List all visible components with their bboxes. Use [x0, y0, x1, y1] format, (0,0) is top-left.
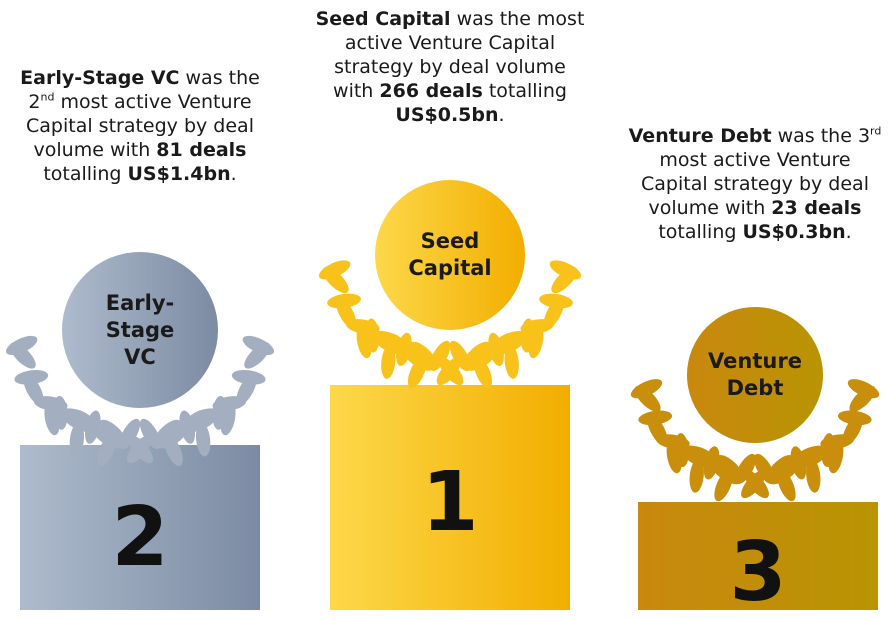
- description: Seed Capital was the most active Venture…: [315, 7, 585, 127]
- description: Venture Debt was the 3rd most active Ven…: [625, 124, 885, 244]
- description-text: 81 deals: [156, 139, 246, 161]
- description-text: Seed Capital: [316, 8, 451, 30]
- description-text: rd: [870, 125, 881, 138]
- description-text: US$0.5bn: [395, 104, 498, 126]
- description-text: US$1.4bn: [127, 163, 230, 185]
- medal-label-line: Seed: [370, 228, 530, 255]
- description-text: 23 deals: [771, 197, 861, 219]
- rank-number: 2: [20, 490, 260, 585]
- medal-label-line: VC: [60, 344, 220, 371]
- description-text: totalling: [658, 221, 742, 243]
- description-text: was the: [179, 67, 259, 89]
- description: Early-Stage VC was the 2nd most active V…: [5, 66, 275, 186]
- medal-label-line: Capital: [370, 255, 530, 282]
- description-text: .: [231, 163, 237, 185]
- description-text: totalling: [43, 163, 127, 185]
- medal-label-line: Debt: [675, 375, 835, 402]
- medal-label-line: Stage: [60, 317, 220, 344]
- rank-number: 3: [638, 525, 878, 620]
- page: (() => { const data = JSON.parse(documen…: [0, 0, 888, 610]
- description-text: US$0.3bn: [742, 221, 845, 243]
- description-text: Early-Stage VC: [20, 67, 179, 89]
- description-text: was the: [772, 125, 858, 147]
- description-text: 266 deals: [379, 80, 482, 102]
- rank-number: 1: [330, 455, 570, 550]
- description-text: 3: [858, 125, 870, 147]
- medal-label-line: Venture: [675, 348, 835, 375]
- description-text: nd: [40, 91, 54, 104]
- description-text: Venture Debt: [629, 125, 772, 147]
- medal-label-line: Early-: [60, 290, 220, 317]
- description-text: .: [499, 104, 505, 126]
- description-text: .: [846, 221, 852, 243]
- description-text: totalling: [483, 80, 567, 102]
- description-text: 2: [28, 91, 40, 113]
